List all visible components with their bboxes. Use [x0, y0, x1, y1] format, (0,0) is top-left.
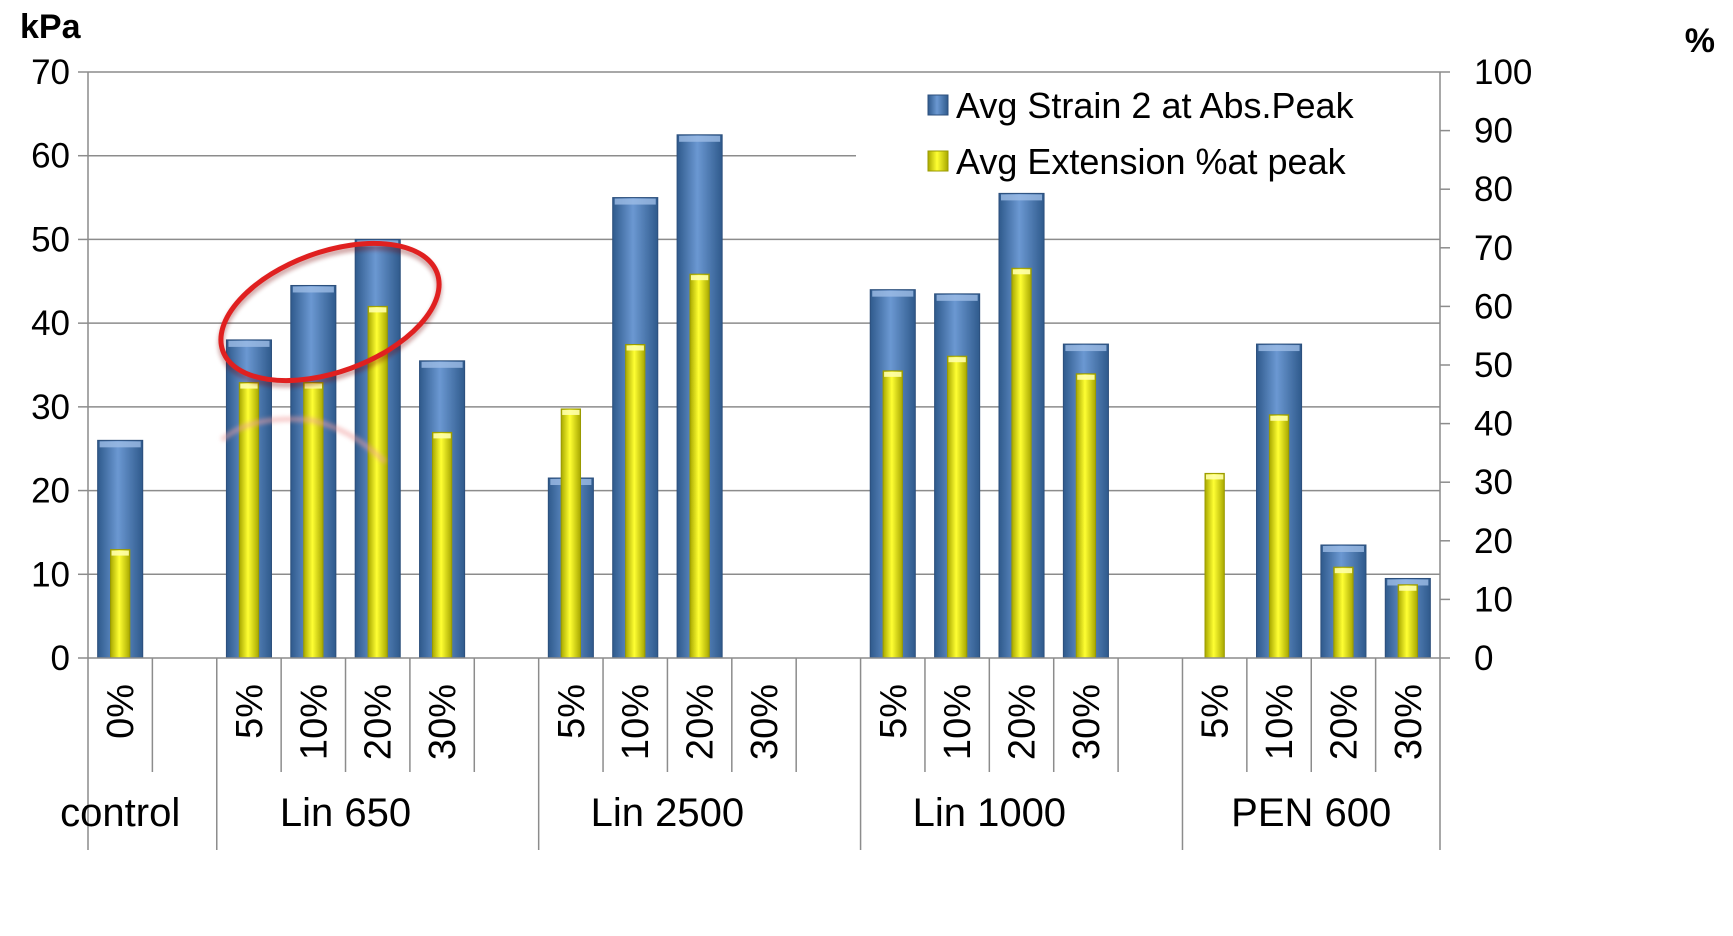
- annotation-reflection: [220, 416, 387, 464]
- group-label: Lin 2500: [591, 791, 744, 835]
- bars: [97, 134, 1431, 659]
- bar-extension: [946, 355, 968, 659]
- y-right-tick-label: 20: [1474, 522, 1513, 561]
- bar-strain-cap: [936, 294, 978, 301]
- category-tick-label: 5%: [873, 684, 915, 739]
- bar-extension: [1011, 267, 1032, 659]
- y-right-tick-label: 40: [1474, 405, 1513, 444]
- bar-strain-cap: [421, 361, 463, 368]
- bar-extension-cap: [1399, 585, 1417, 591]
- labels: 0 10 20 30 40 50 60 70 0 10 20 30 40 50 60 70 80 90 100 kPa…: [20, 8, 1715, 835]
- bar-extension: [1204, 472, 1225, 659]
- category-tick-label: 10%: [615, 684, 657, 760]
- group-label: control: [60, 791, 180, 835]
- bar-strain-cap: [292, 286, 334, 293]
- bar-strain-cap: [872, 290, 914, 297]
- bar-extension: [431, 431, 453, 659]
- bar-strain-cap: [1000, 194, 1043, 201]
- bar-strain-cap: [1322, 545, 1364, 552]
- category-tick-label: 20%: [358, 684, 400, 760]
- bar-extension: [1397, 584, 1418, 659]
- bar-extension: [1333, 566, 1354, 659]
- bar-extension-cap: [1334, 568, 1353, 574]
- y-left-tick-label: 20: [31, 472, 70, 511]
- bar-extension-cap: [1077, 374, 1095, 380]
- bar-extension: [882, 370, 903, 659]
- bar-extension: [110, 549, 131, 659]
- y-left-axis-label: kPa: [20, 8, 82, 46]
- y-left-tick-label: 70: [31, 53, 70, 92]
- category-tick-label: 5%: [1195, 684, 1237, 739]
- bar-extension-cap: [1206, 474, 1224, 480]
- category-tick-label: 20%: [680, 684, 722, 760]
- category-tick-label: 0%: [100, 684, 142, 739]
- bar-extension-cap: [304, 383, 322, 389]
- group-label: Lin 650: [280, 791, 411, 835]
- y-right-tick-label: 90: [1474, 112, 1513, 151]
- y-right-tick-label: 80: [1474, 170, 1513, 209]
- bar-extension: [1075, 373, 1097, 659]
- group-label: PEN 600: [1231, 791, 1391, 835]
- category-tick-label: 20%: [1002, 684, 1044, 760]
- legend-label-extension: Avg Extension %at peak: [956, 141, 1347, 182]
- category-tick-label: 5%: [551, 684, 593, 739]
- legend-swatch-strain: [927, 94, 949, 116]
- y-left-tick-label: 30: [31, 388, 70, 427]
- y-right-tick-label: 100: [1474, 53, 1532, 92]
- bar-extension: [560, 408, 582, 659]
- bar-extension-cap: [369, 307, 387, 313]
- y-left-tick-label: 0: [51, 639, 70, 678]
- bar-extension-cap: [562, 409, 580, 415]
- bar-extension-cap: [111, 550, 129, 556]
- category-tick-label: 5%: [229, 684, 271, 739]
- bar-extension-cap: [433, 433, 451, 439]
- bar-extension-cap: [948, 357, 966, 363]
- y-right-tick-label: 60: [1474, 287, 1513, 326]
- category-tick-label: 20%: [1323, 684, 1365, 760]
- category-tick-label: 30%: [744, 684, 786, 760]
- bar-strain-cap: [228, 340, 270, 347]
- category-tick-label: 30%: [1066, 684, 1108, 760]
- y-right-axis-label: %: [1685, 22, 1715, 60]
- annotation: [217, 240, 443, 464]
- y-left-tick-label: 10: [31, 555, 70, 594]
- bar-extension-cap: [1270, 415, 1288, 421]
- bar-strain-cap: [614, 198, 656, 205]
- category-tick-label: 10%: [937, 684, 979, 760]
- category-tick-label: 30%: [422, 684, 464, 760]
- legend: Avg Strain 2 at Abs.Peak Avg Extension %a…: [927, 85, 1355, 182]
- bar-extension-cap: [690, 275, 709, 281]
- bar-extension-cap: [240, 383, 258, 389]
- bar-extension: [1268, 414, 1290, 659]
- legend-label-strain: Avg Strain 2 at Abs.Peak: [956, 85, 1355, 126]
- annotation-ellipse: [218, 240, 442, 384]
- bar-strain-cap: [1065, 345, 1107, 352]
- bar-strain-cap: [1387, 579, 1429, 586]
- y-left-tick-label: 40: [31, 304, 70, 343]
- y-right-tick-label: 0: [1474, 639, 1493, 678]
- bar-extension-cap: [626, 345, 644, 351]
- category-tick-label: 10%: [293, 684, 335, 760]
- y-right-tick-label: 70: [1474, 229, 1513, 268]
- y-left-tick-label: 60: [31, 137, 70, 176]
- bar-strain-cap: [99, 441, 141, 448]
- category-tick-label: 10%: [1259, 684, 1301, 760]
- y-right-tick-label: 50: [1474, 346, 1513, 385]
- legend-swatch-extension: [927, 150, 949, 172]
- y-left-tick-label: 50: [31, 220, 70, 259]
- bar-extension: [625, 343, 646, 659]
- y-right-tick-label: 10: [1474, 580, 1513, 619]
- group-label: Lin 1000: [913, 791, 1066, 835]
- bar-strain-cap: [1258, 345, 1300, 352]
- bar-extension: [689, 273, 710, 659]
- category-tick-label: 30%: [1388, 684, 1430, 760]
- y-right-tick-label: 30: [1474, 463, 1513, 502]
- bar-extension-cap: [884, 371, 902, 377]
- axes: [78, 71, 1450, 850]
- bar-extension-cap: [1012, 269, 1031, 275]
- bar-strain-cap: [679, 135, 721, 142]
